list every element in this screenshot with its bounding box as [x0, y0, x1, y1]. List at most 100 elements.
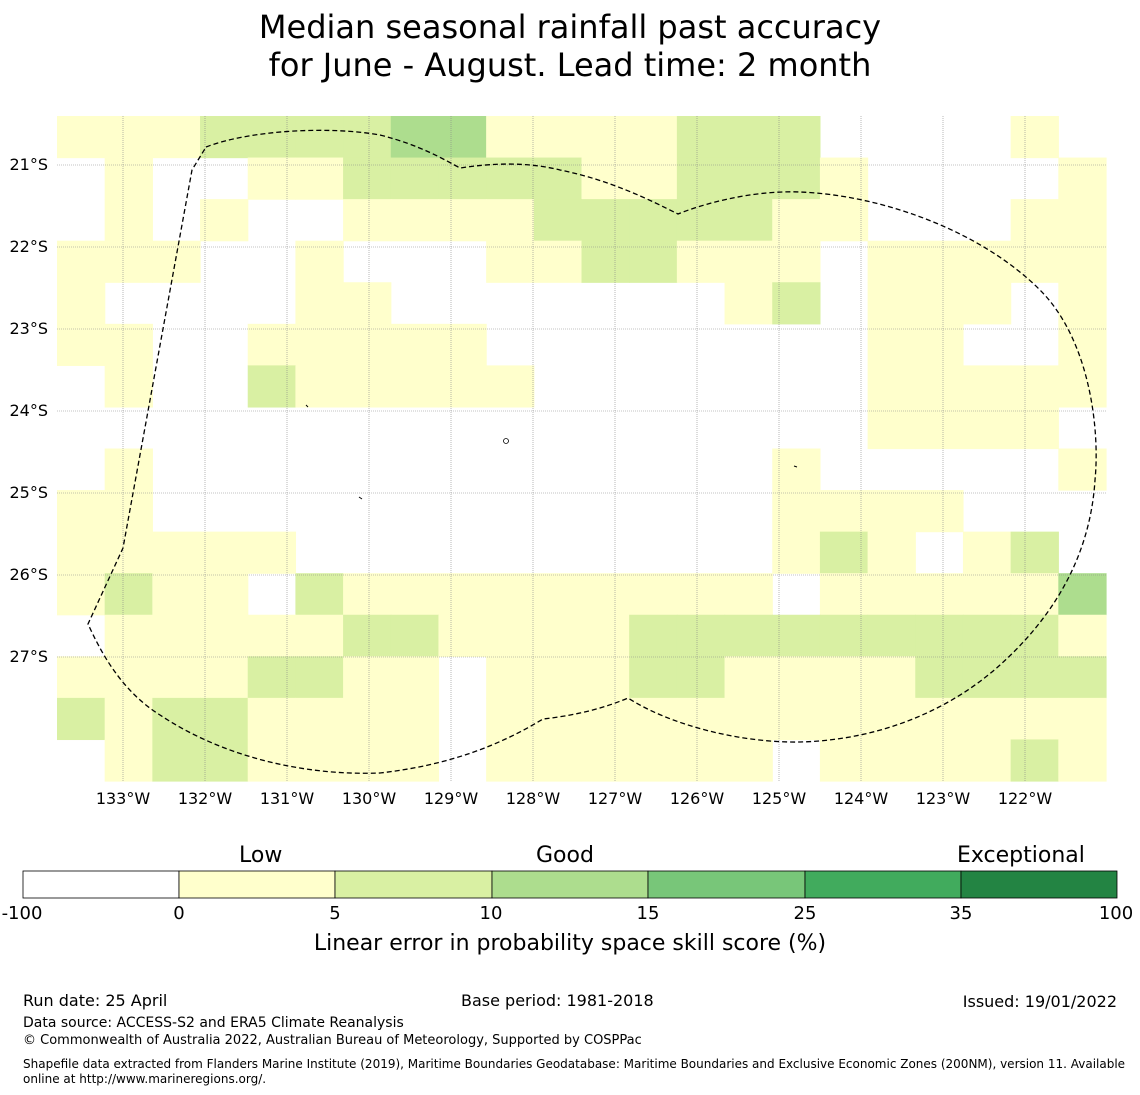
- skill-cell: [915, 240, 964, 283]
- skill-cell: [867, 697, 916, 741]
- skill-cell: [772, 490, 821, 533]
- skill-cell: [438, 199, 487, 242]
- skill-cell: [486, 240, 535, 283]
- skill-cell: [295, 323, 344, 366]
- skill-cell: [104, 656, 153, 699]
- skill-cell: [486, 573, 535, 616]
- colorbar-tick: 35: [949, 903, 973, 924]
- skill-cell: [962, 656, 1012, 699]
- skill-cell: [104, 448, 153, 491]
- graticule: [57, 116, 1106, 781]
- skill-cell: [57, 656, 106, 699]
- skill-cell: [581, 240, 630, 283]
- skill-cell: [200, 614, 249, 657]
- skill-cell: [915, 323, 964, 366]
- colorbar-segment: [178, 870, 336, 899]
- colorbar-category-exceptional: Exceptional: [957, 843, 1085, 868]
- skill-cell: [104, 365, 153, 408]
- skill-cell: [295, 282, 344, 325]
- skill-cell: [533, 240, 583, 283]
- skill-cell: [390, 116, 440, 159]
- skill-cell: [867, 614, 916, 657]
- skill-cell: [676, 614, 726, 657]
- skill-grid: [57, 116, 1107, 782]
- skill-cell: [581, 157, 630, 200]
- skill-cell: [962, 573, 1012, 616]
- lon-label: 128°W: [505, 789, 561, 808]
- skill-cell: [390, 365, 440, 408]
- skill-cell: [676, 697, 726, 741]
- skill-cell: [57, 240, 106, 283]
- skill-cell: [104, 531, 153, 574]
- skill-cell: [1010, 406, 1059, 450]
- skill-cell: [247, 614, 297, 657]
- skill-cell: [247, 365, 297, 408]
- skill-cell: [438, 573, 487, 616]
- skill-cell: [962, 240, 1012, 283]
- skill-cell: [343, 282, 392, 325]
- skill-cell: [724, 116, 773, 159]
- lon-label: 123°W: [915, 789, 971, 808]
- skill-cell: [390, 573, 440, 616]
- skill-cell: [772, 448, 821, 491]
- skill-cell: [247, 697, 297, 741]
- skill-cell: [438, 614, 487, 657]
- skill-cell: [1010, 739, 1059, 782]
- skill-cell: [962, 739, 1012, 782]
- skill-cell: [581, 697, 630, 741]
- colorbar-label: Linear error in probability space skill …: [313, 931, 827, 956]
- skill-cell: [438, 116, 487, 159]
- skill-cell: [295, 573, 344, 616]
- skill-cell: [343, 656, 392, 699]
- skill-cell: [200, 656, 249, 699]
- lon-label: 130°W: [341, 789, 397, 808]
- skill-map: [22, 116, 1118, 899]
- colorbar-segment: [334, 870, 493, 899]
- skill-cell: [867, 656, 916, 699]
- skill-cell: [867, 490, 916, 533]
- skill-cell: [486, 365, 535, 408]
- skill-cell: [724, 573, 773, 616]
- skill-cell: [343, 157, 392, 200]
- lon-label: 125°W: [751, 789, 807, 808]
- skill-cell: [104, 323, 153, 366]
- skill-cell: [152, 656, 201, 699]
- skill-cell: [200, 199, 249, 242]
- skill-cell: [819, 157, 869, 200]
- colorbar-tick: 15: [636, 903, 660, 924]
- skill-cell: [915, 739, 964, 782]
- skill-cell: [915, 406, 964, 450]
- colorbar-segment: [804, 870, 962, 899]
- skill-cell: [724, 282, 773, 325]
- lon-label: 132°W: [177, 789, 233, 808]
- skill-cell: [390, 656, 440, 699]
- skill-cell: [867, 406, 916, 450]
- skill-cell: [1058, 573, 1107, 616]
- skill-cell: [295, 656, 344, 699]
- skill-cell: [57, 531, 106, 574]
- colorbar-tick: 100: [1098, 903, 1134, 924]
- shapefile-credit-line1: Shapefile data extracted from Flanders M…: [23, 1057, 1126, 1071]
- skill-cell: [152, 697, 201, 741]
- skill-cell: [772, 656, 821, 699]
- skill-cell: [581, 614, 630, 657]
- skill-cell: [1010, 116, 1059, 159]
- skill-cell: [629, 199, 678, 242]
- skill-cell: [581, 739, 630, 782]
- skill-cell: [676, 573, 726, 616]
- skill-cell: [200, 573, 249, 616]
- skill-cell: [486, 739, 535, 782]
- skill-cell: [867, 240, 916, 283]
- skill-cell: [1058, 282, 1107, 325]
- skill-cell: [962, 531, 1012, 574]
- skill-cell: [104, 614, 153, 657]
- skill-cell: [1010, 573, 1059, 616]
- skill-cell: [915, 614, 964, 657]
- skill-cell: [247, 739, 297, 782]
- skill-cell: [533, 573, 583, 616]
- skill-cell: [104, 573, 153, 616]
- skill-cell: [819, 656, 869, 699]
- skill-cell: [295, 116, 344, 159]
- skill-cell: [1010, 614, 1059, 657]
- skill-cell: [200, 697, 249, 741]
